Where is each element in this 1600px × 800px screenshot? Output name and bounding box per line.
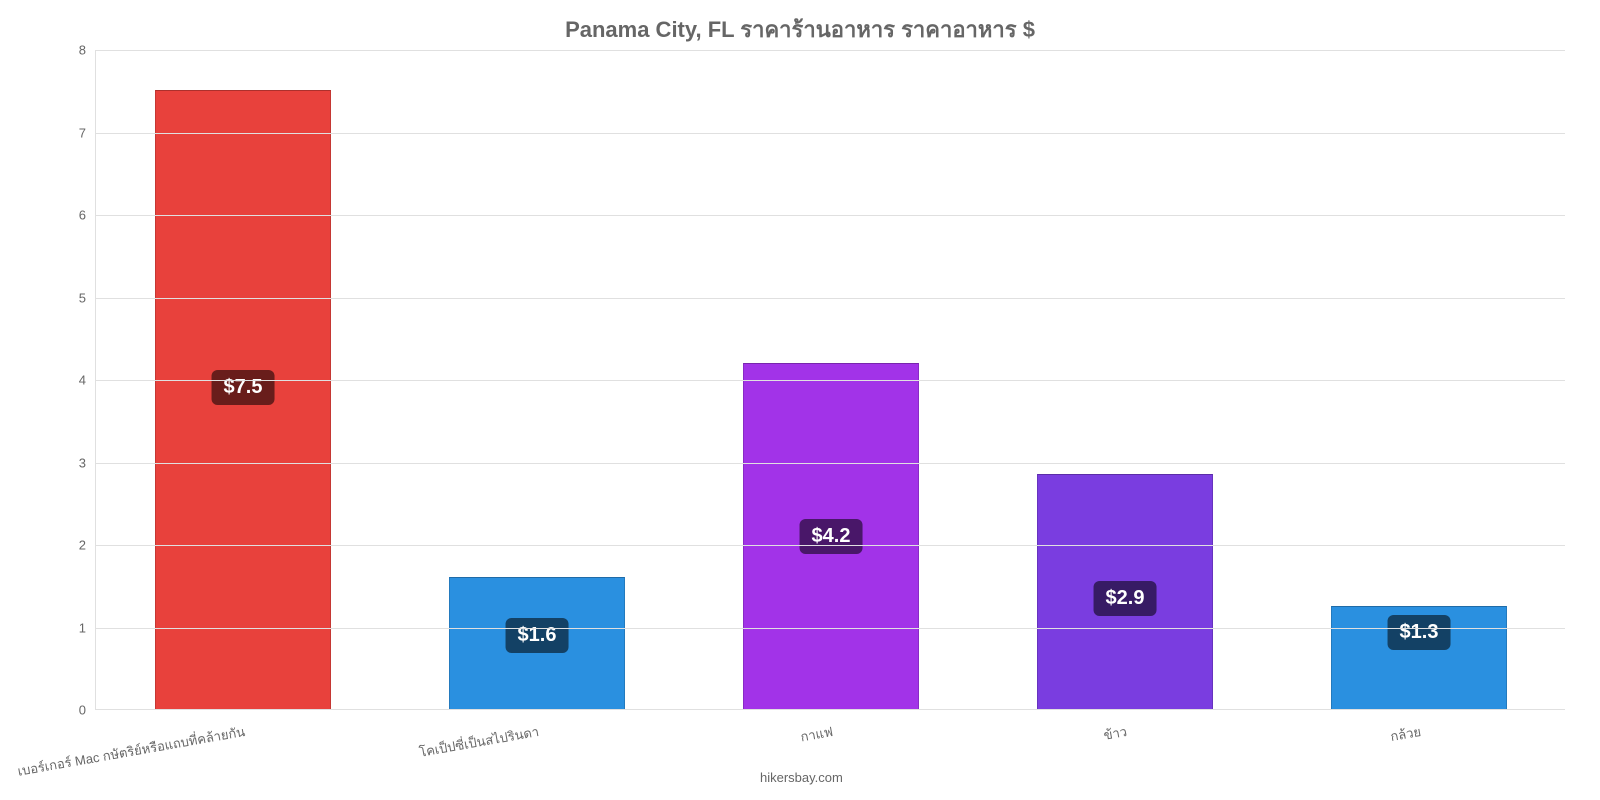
gridline (96, 298, 1565, 299)
ytick-label: 0 (79, 703, 86, 718)
ytick-label: 2 (79, 538, 86, 553)
attribution-text: hikersbay.com (760, 770, 843, 785)
gridline (96, 215, 1565, 216)
ytick-label: 3 (79, 455, 86, 470)
chart-title: Panama City, FL ราคาร้านอาหาร ราคาอาหาร … (0, 12, 1600, 47)
ytick-label: 8 (79, 43, 86, 58)
ytick-label: 4 (79, 373, 86, 388)
xtick-label: โคเป็ปซี่เป็นสไปรินดา (417, 721, 540, 763)
value-badge: $7.5 (212, 370, 275, 405)
value-badge: $2.9 (1094, 581, 1157, 616)
bar: $7.5 (155, 90, 331, 709)
bar: $2.9 (1037, 474, 1213, 709)
ytick-label: 7 (79, 125, 86, 140)
ytick-label: 1 (79, 620, 86, 635)
xtick-label: กล้วย (1389, 721, 1423, 747)
ytick-label: 6 (79, 208, 86, 223)
value-badge: $4.2 (800, 519, 863, 554)
value-badge: $1.3 (1388, 615, 1451, 650)
xtick-label: ข้าว (1102, 721, 1129, 746)
gridline (96, 628, 1565, 629)
bar: $1.3 (1331, 606, 1507, 709)
ytick-label: 5 (79, 290, 86, 305)
bar: $1.6 (449, 577, 625, 709)
value-badge: $1.6 (506, 618, 569, 653)
price-bar-chart: Panama City, FL ราคาร้านอาหาร ราคาอาหาร … (0, 0, 1600, 800)
gridline (96, 463, 1565, 464)
xtick-label: เบอร์เกอร์ Mac กษัตริย์หรือแถบที่คล้ายกั… (16, 721, 247, 782)
gridline (96, 50, 1565, 51)
xtick-label: กาแฟ (799, 721, 835, 747)
gridline (96, 380, 1565, 381)
plot-area: $7.5$1.6$4.2$2.9$1.3 012345678เบอร์เกอร์… (95, 50, 1565, 710)
bar: $4.2 (743, 363, 919, 710)
gridline (96, 133, 1565, 134)
gridline (96, 545, 1565, 546)
